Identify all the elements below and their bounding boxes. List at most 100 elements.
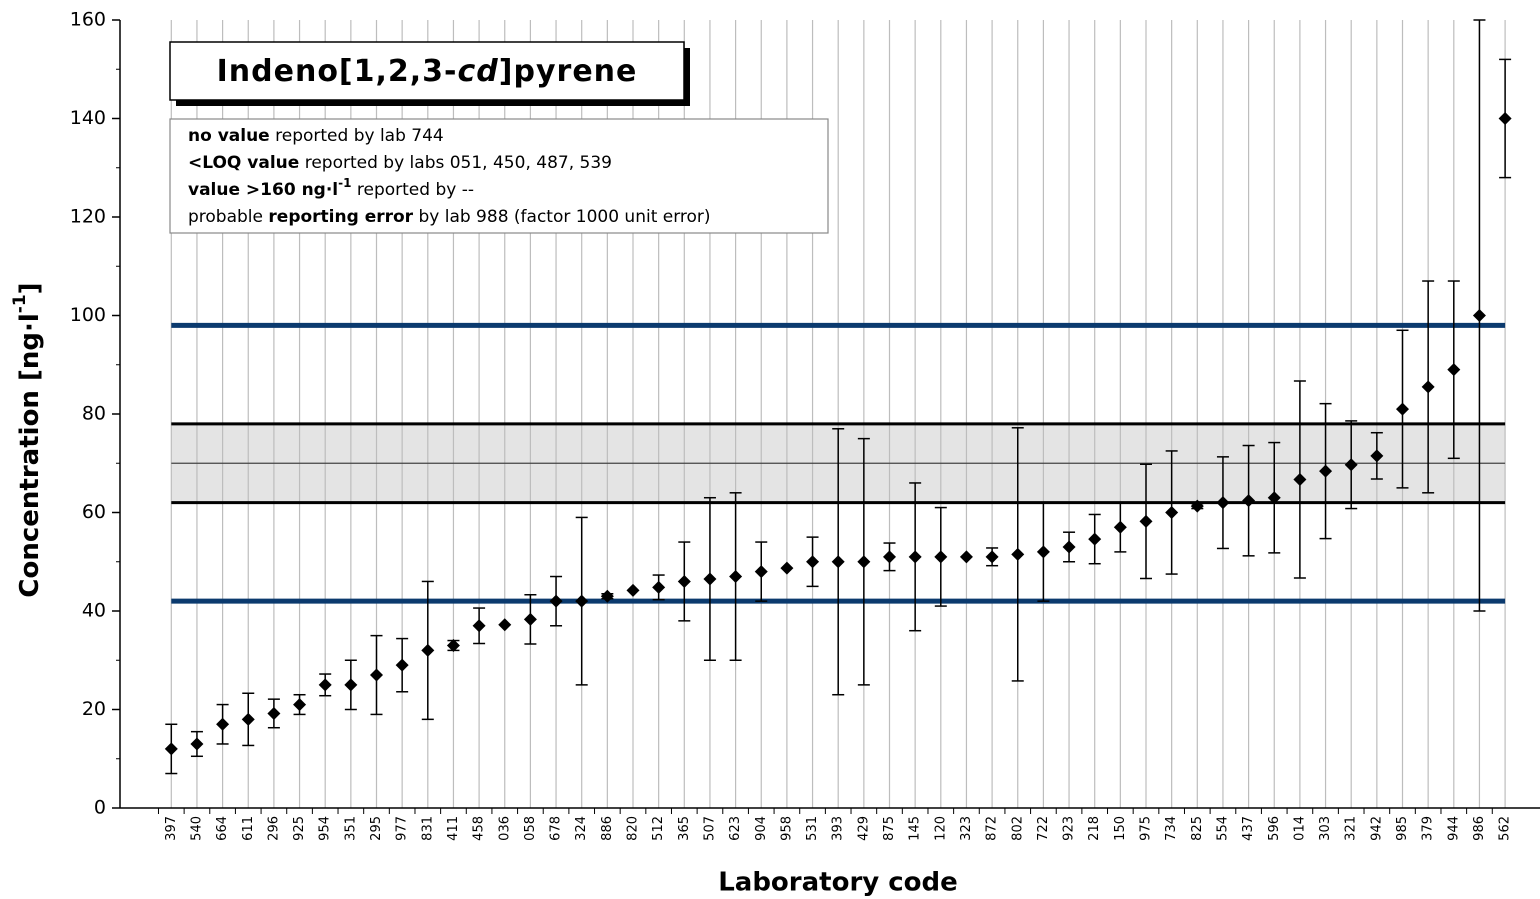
x-tick-label: 397 <box>164 816 179 841</box>
data-point <box>934 550 948 564</box>
data-point <box>370 668 383 682</box>
y-axis-label: Concentration [ng·l-1] <box>10 282 45 597</box>
x-tick-label: 977 <box>395 816 410 841</box>
y-tick-label: 60 <box>82 501 106 523</box>
data-point <box>1139 514 1153 528</box>
title-box <box>169 41 685 101</box>
data-point <box>780 561 794 575</box>
x-tick-label: 145 <box>908 816 923 841</box>
x-tick-label: 562 <box>1498 816 1513 841</box>
x-tick-label: 664 <box>215 816 230 841</box>
data-point <box>1396 402 1409 416</box>
data-point <box>806 555 820 569</box>
x-tick-label: 351 <box>343 816 358 841</box>
note-part: probable <box>188 207 268 227</box>
data-point <box>216 717 230 731</box>
chart-title: Indeno[1,2,3-cd]pyrene <box>217 54 638 89</box>
data-point <box>908 550 922 564</box>
x-tick-label: 904 <box>754 816 769 841</box>
y-tick-label: 0 <box>94 797 106 819</box>
data-point <box>1447 363 1461 377</box>
notes-box <box>169 118 829 234</box>
data-point <box>1036 545 1050 559</box>
note-part: reported by lab 744 <box>270 126 444 146</box>
data-point <box>1370 449 1384 463</box>
x-tick-label: 321 <box>1344 816 1359 841</box>
data-point <box>985 550 999 564</box>
x-tick-label: 925 <box>292 816 307 841</box>
note-part: value >160 ng·l <box>188 180 338 200</box>
data-point <box>1242 494 1256 508</box>
x-tick-label: 611 <box>241 816 256 841</box>
note-part: reported by -- <box>351 180 474 200</box>
data-point <box>446 638 460 652</box>
x-tick-label: 722 <box>1036 816 1051 841</box>
note-part: <LOQ value <box>188 153 299 173</box>
note-line: value >160 ng·l-1 reported by -- <box>188 176 474 201</box>
x-tick-label: 531 <box>805 816 820 841</box>
note-line: <LOQ value reported by labs 051, 450, 48… <box>188 153 612 173</box>
note-line: no value reported by lab 744 <box>188 126 444 146</box>
x-tick-label: 379 <box>1421 816 1436 841</box>
x-tick-label: 014 <box>1292 816 1307 841</box>
y-tick-label: 160 <box>70 9 106 31</box>
x-tick-label: 296 <box>266 816 281 841</box>
data-point <box>498 618 512 632</box>
x-tick-label: 986 <box>1472 816 1487 841</box>
data-point <box>1267 491 1281 505</box>
data-point <box>677 574 691 588</box>
x-tick-label: 393 <box>831 816 846 841</box>
y-tick-label: 80 <box>82 403 106 425</box>
x-tick-label: 872 <box>985 816 1000 841</box>
data-point <box>754 565 768 579</box>
title-part: cd <box>458 54 499 89</box>
data-point <box>883 550 896 564</box>
note-part: reported by labs 051, 450, 487, 539 <box>299 153 612 173</box>
x-tick-label: 944 <box>1446 816 1461 841</box>
x-tick-label: 150 <box>1113 816 1128 841</box>
data-point <box>1088 532 1102 546</box>
data-point <box>831 555 845 569</box>
x-tick-label: 802 <box>1010 816 1025 841</box>
y-tick-label: 140 <box>70 107 106 129</box>
x-tick-label: 512 <box>651 816 666 841</box>
x-tick-label: 831 <box>420 816 435 841</box>
x-tick-label: 411 <box>446 816 461 841</box>
x-tick-label: 954 <box>318 816 333 841</box>
data-point <box>344 678 358 692</box>
x-tick-label: 734 <box>1164 816 1179 841</box>
y-axis-label-part: Concentration [ng·l <box>15 313 45 597</box>
data-point <box>318 678 332 692</box>
x-tick-label: 958 <box>779 816 794 841</box>
note-part: reporting error <box>268 207 413 227</box>
data-point <box>1062 540 1076 554</box>
x-tick-label: 875 <box>882 816 897 841</box>
x-tick-label: 458 <box>472 816 487 841</box>
y-axis-label-part: -1 <box>10 294 30 313</box>
x-tick-label: 365 <box>677 816 692 841</box>
data-point <box>1498 112 1512 125</box>
data-point <box>523 612 537 626</box>
title-part: ]pyrene <box>499 54 638 89</box>
x-tick-label: 942 <box>1369 816 1384 841</box>
data-point <box>1472 309 1486 322</box>
data-point <box>652 580 666 594</box>
data-point <box>293 698 307 712</box>
data-point <box>1421 380 1435 394</box>
note-part: -1 <box>338 176 351 190</box>
x-tick-label: 429 <box>856 816 871 841</box>
x-tick-label: 540 <box>189 816 204 841</box>
note-part: no value <box>188 126 270 146</box>
x-tick-label: 120 <box>933 816 948 841</box>
data-point <box>1165 506 1179 519</box>
y-tick-label: 100 <box>70 304 106 326</box>
data-point <box>857 555 871 569</box>
data-point <box>959 550 973 564</box>
x-tick-label: 295 <box>369 816 384 841</box>
data-point <box>1293 473 1307 487</box>
x-tick-label: 324 <box>574 816 589 841</box>
data-point <box>729 570 743 584</box>
data-point <box>164 742 178 756</box>
data-point <box>575 594 589 608</box>
